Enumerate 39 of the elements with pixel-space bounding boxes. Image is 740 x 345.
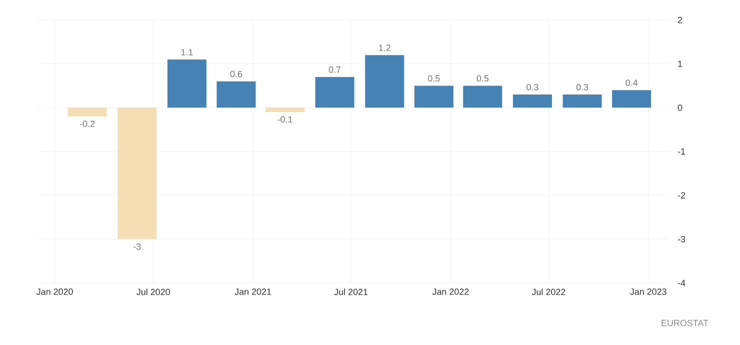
- bar: [512, 94, 552, 108]
- x-tick-label: Jan 2021: [234, 288, 271, 295]
- bar: [414, 86, 454, 108]
- data-label: 0.6: [230, 70, 242, 78]
- bar: [365, 55, 404, 108]
- data-label: 1.2: [379, 44, 390, 51]
- data-label: 0.7: [328, 66, 341, 73]
- bar: [265, 108, 304, 112]
- bar: [118, 108, 157, 240]
- data-label: 0.3: [526, 84, 538, 90]
- bar: [167, 59, 206, 108]
- data-label: 0.5: [476, 75, 488, 82]
- x-tick-label: Jan 2023: [630, 288, 666, 295]
- x-tick-label: Jan 2020: [36, 288, 73, 295]
- y-tick-label: -4: [678, 280, 686, 286]
- bar: [562, 94, 602, 108]
- x-tick-label: Jan 2022: [432, 288, 469, 295]
- x-tick-label: Jul 2021: [334, 288, 368, 296]
- bar: [612, 90, 652, 108]
- y-tick-label: 1: [678, 60, 682, 67]
- data-label: 1.1: [181, 49, 193, 56]
- x-tick-label: Jul 2022: [532, 288, 566, 296]
- data-label: -3: [134, 243, 141, 250]
- data-label: 0.3: [576, 84, 588, 90]
- y-tick-label: -1: [678, 148, 686, 155]
- data-label: 0.5: [428, 75, 440, 82]
- y-tick-label: 0: [678, 104, 682, 111]
- bar: [315, 76, 354, 108]
- data-label: 0.4: [626, 80, 638, 86]
- y-tick-label: -2: [678, 192, 686, 198]
- bar: [216, 81, 256, 108]
- y-tick-label: -3: [678, 236, 686, 242]
- data-label: -0.2: [80, 120, 95, 127]
- text: EUROSTAT: [662, 320, 708, 326]
- bar: [68, 108, 107, 116]
- data-label: -0.1: [278, 116, 292, 123]
- y-tick-label: 2: [678, 16, 682, 24]
- bar: [463, 86, 502, 108]
- x-tick-label: Jul 2020: [136, 288, 170, 296]
